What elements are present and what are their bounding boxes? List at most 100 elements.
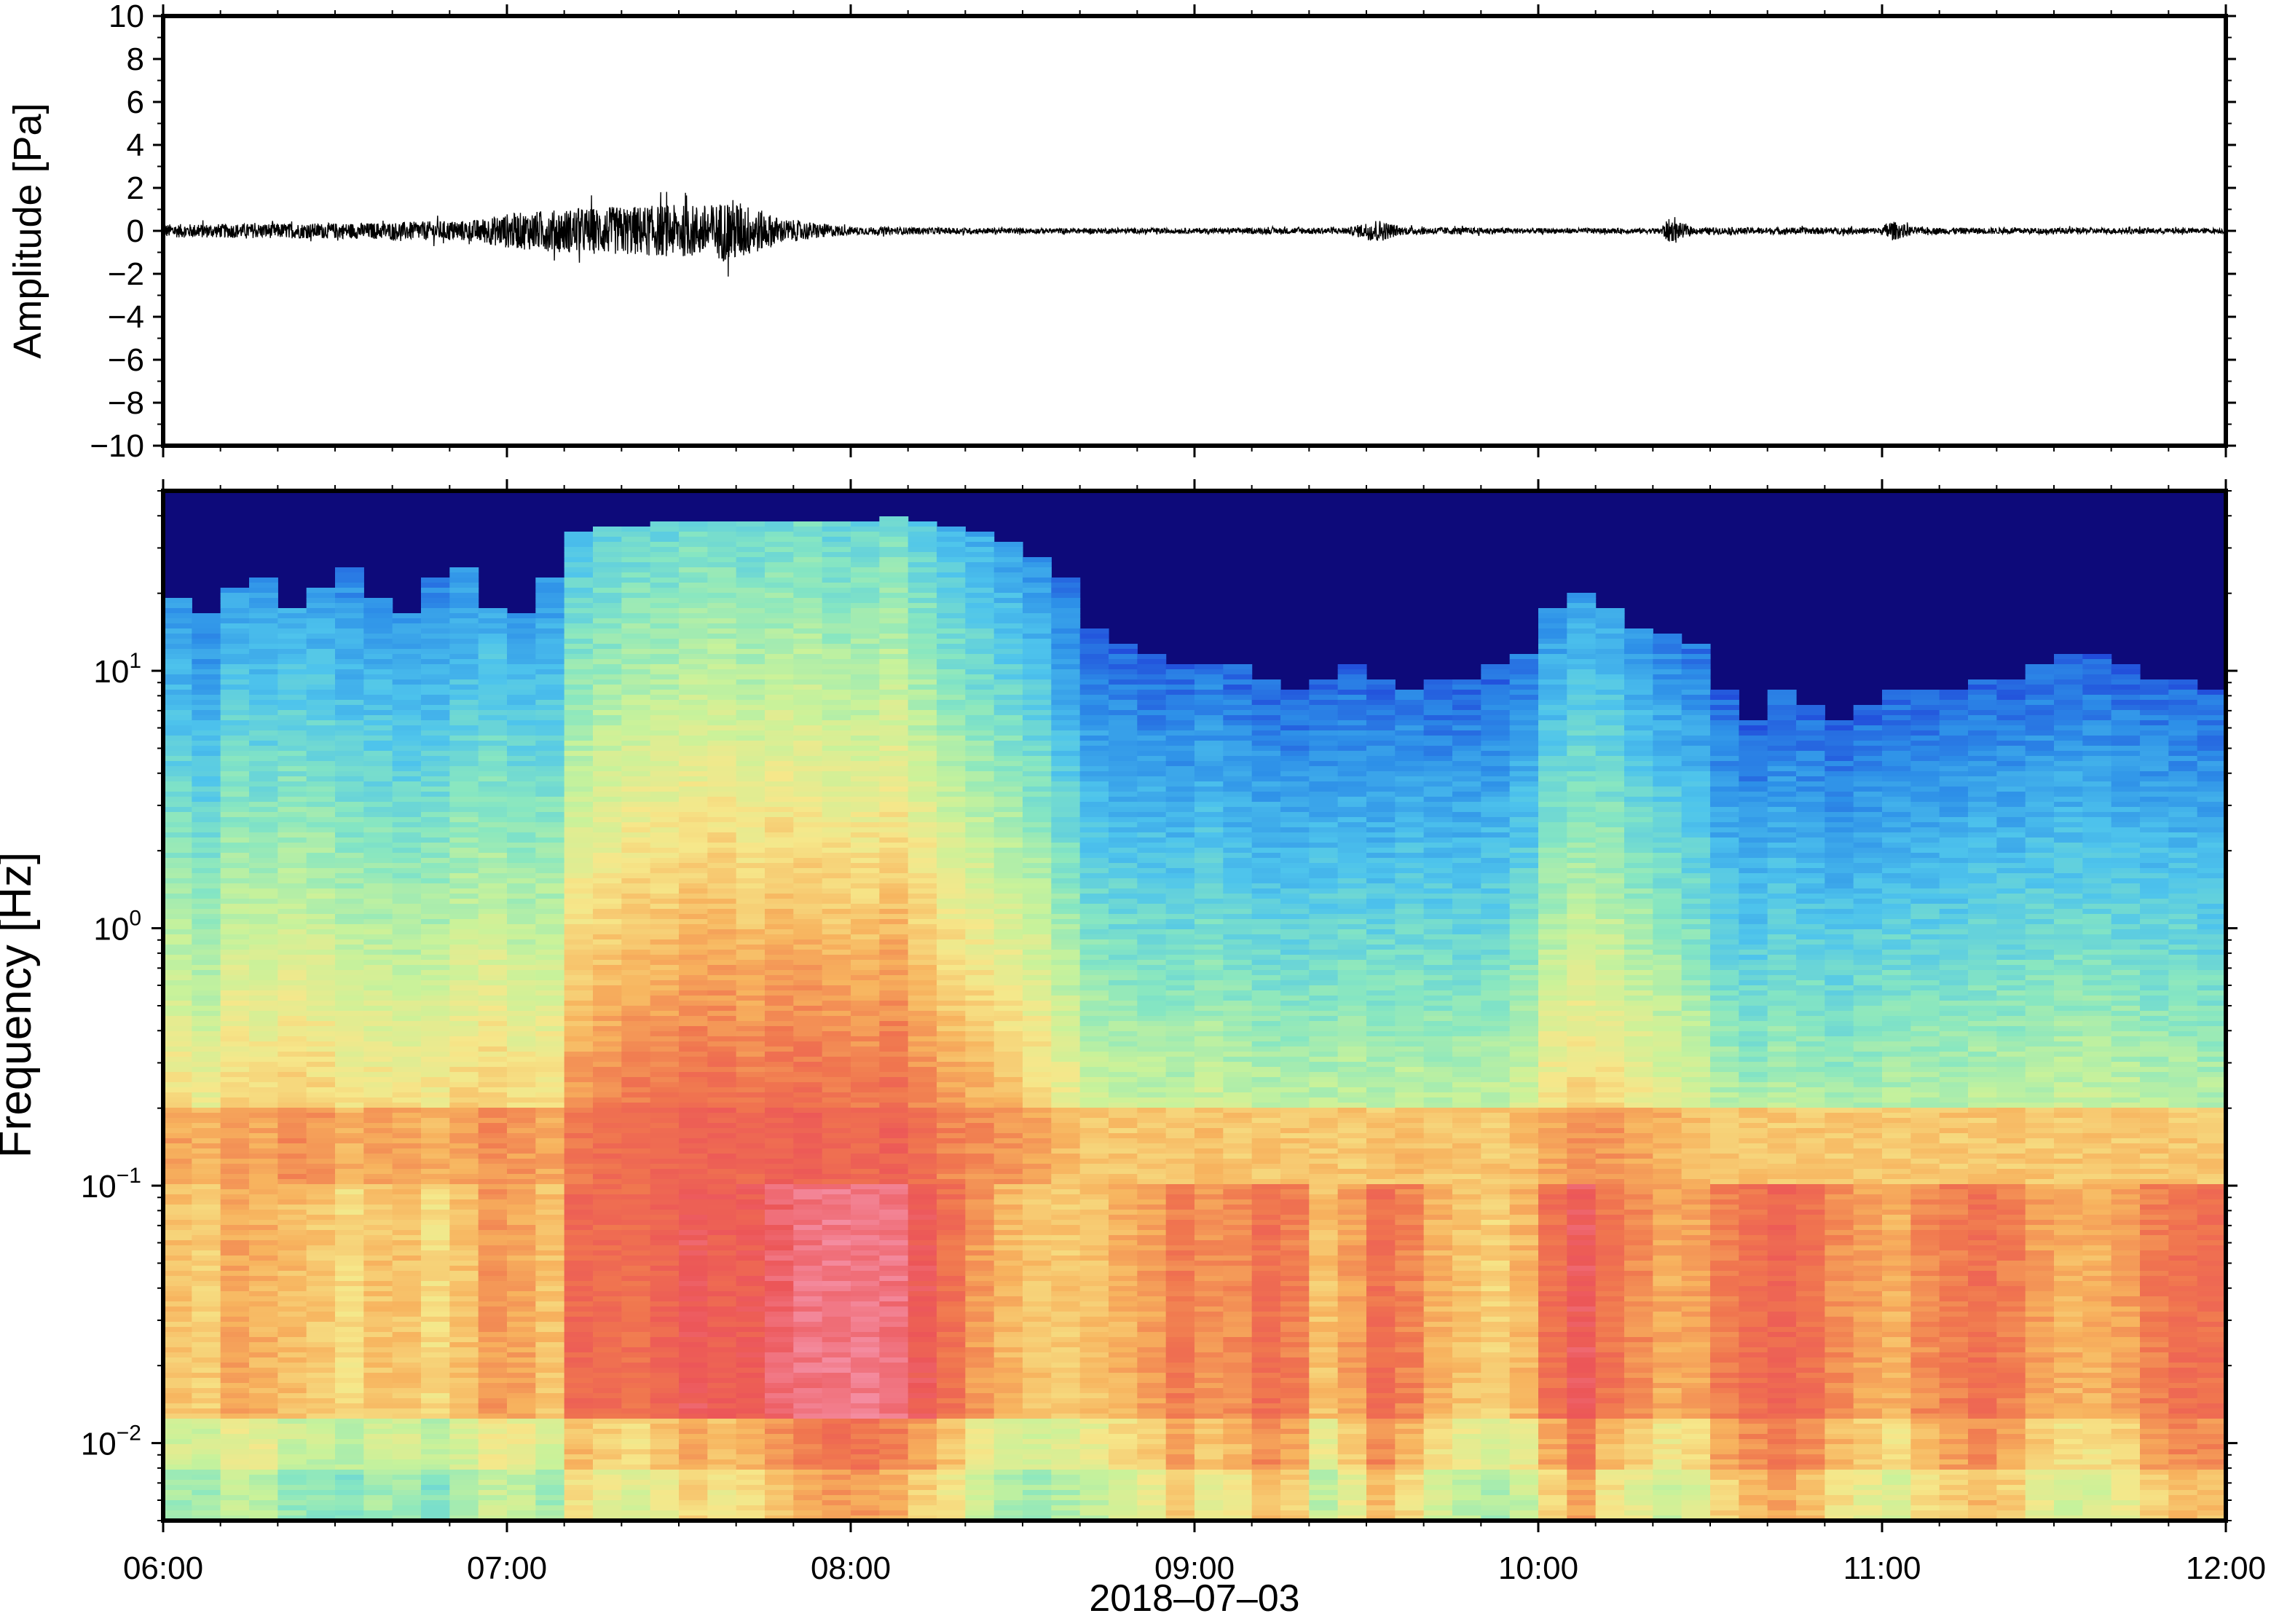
spectrogram-cell	[163, 1052, 192, 1057]
spectrogram-cell	[335, 1031, 364, 1037]
spectrogram-cell	[335, 904, 364, 910]
spectrogram-cell	[707, 1475, 737, 1481]
spectrogram-cell	[765, 1459, 794, 1465]
spectrogram-cell	[249, 1138, 278, 1144]
spectrogram-cell	[793, 1408, 823, 1414]
spectrogram-cell	[278, 990, 307, 996]
spectrogram-cell	[535, 674, 565, 680]
spectrogram-cell	[507, 1515, 536, 1521]
spectrogram-cell	[163, 1133, 192, 1139]
amplitude-tick-label: −8	[108, 385, 144, 421]
spectrogram-cell	[822, 1515, 851, 1521]
spectrogram-cell	[306, 817, 336, 823]
spectrogram-cell	[449, 1266, 479, 1272]
spectrogram-cell	[449, 700, 479, 706]
spectrogram-cell	[650, 797, 680, 803]
spectrogram-cell	[249, 1245, 278, 1251]
spectrogram-cell	[535, 695, 565, 701]
spectrogram-cell	[879, 1113, 909, 1119]
spectrogram-cell	[278, 1159, 307, 1164]
spectrogram-cell	[736, 1322, 765, 1328]
spectrogram-cell	[449, 848, 479, 854]
spectrogram-cell	[765, 1414, 794, 1419]
spectrogram-cell	[163, 776, 192, 782]
spectrogram-cell	[507, 797, 536, 803]
spectrogram-cell	[363, 1429, 393, 1435]
spectrogram-cell	[535, 608, 565, 614]
spectrogram-cell	[421, 588, 450, 594]
spectrogram-cell	[650, 1174, 680, 1180]
spectrogram-cell	[650, 832, 680, 838]
spectrogram-cell	[306, 715, 336, 721]
spectrogram-cell	[793, 1368, 823, 1373]
spectrogram-cell	[220, 1434, 250, 1440]
spectrogram-cell	[421, 756, 450, 762]
spectrogram-cell	[793, 1210, 823, 1215]
spectrogram-cell	[621, 1026, 651, 1032]
spectrogram-cell	[736, 1016, 765, 1022]
spectrogram-cell	[478, 1363, 508, 1368]
spectrogram-cell	[421, 939, 450, 945]
spectrogram-cell	[765, 1424, 794, 1430]
spectrogram-cell	[765, 669, 794, 675]
spectrogram-cell	[507, 1108, 536, 1113]
spectrogram-cell	[421, 1398, 450, 1404]
spectrogram-cell	[793, 1388, 823, 1394]
spectrogram-cell	[192, 939, 221, 945]
spectrogram-cell	[421, 593, 450, 599]
spectrogram-cell	[593, 572, 622, 578]
spectrogram-cell	[363, 934, 393, 940]
spectrogram-cell	[679, 1046, 708, 1052]
spectrogram-cell	[278, 1261, 307, 1266]
spectrogram-cell	[851, 1123, 880, 1129]
spectrogram-cell	[478, 1215, 508, 1221]
spectrogram-cell	[249, 1240, 278, 1246]
spectrogram-cell	[593, 608, 622, 614]
spectrogram-cell	[793, 832, 823, 838]
spectrogram-cell	[478, 685, 508, 690]
spectrogram-cell	[736, 812, 765, 818]
spectrogram-cell	[679, 970, 708, 976]
spectrogram-cell	[163, 1424, 192, 1430]
spectrogram-cell	[163, 1368, 192, 1373]
spectrogram-cell	[392, 710, 422, 716]
spectrogram-cell	[421, 1429, 450, 1435]
spectrogram-cell	[650, 1184, 680, 1190]
spectrogram-cell	[535, 1169, 565, 1175]
spectrogram-cell	[306, 649, 336, 655]
spectrogram-cell	[421, 1199, 450, 1205]
spectrogram-cell	[564, 1021, 594, 1027]
spectrogram-cell	[879, 1174, 909, 1180]
spectrogram-cell	[851, 1097, 880, 1103]
spectrogram-cell	[707, 1067, 737, 1073]
spectrogram-cell	[822, 990, 851, 996]
spectrogram-cell	[306, 1357, 336, 1363]
spectrogram-cell	[163, 1210, 192, 1215]
spectrogram-cell	[449, 1164, 479, 1170]
spectrogram-cell	[765, 1194, 794, 1200]
spectrogram-cell	[765, 1434, 794, 1440]
spectrogram-cell	[163, 1403, 192, 1409]
spectrogram-cell	[564, 1016, 594, 1022]
spectrogram-cell	[822, 945, 851, 950]
spectrogram-cell	[392, 1357, 422, 1363]
spectrogram-cell	[707, 1363, 737, 1368]
spectrogram-cell	[192, 679, 221, 685]
spectrogram-cell	[507, 894, 536, 899]
spectrogram-cell	[278, 1138, 307, 1144]
spectrogram-cell	[278, 1485, 307, 1491]
spectrogram-cell	[707, 1286, 737, 1292]
spectrogram-cell	[335, 873, 364, 879]
spectrogram-cell	[679, 741, 708, 746]
spectrogram-cell	[507, 1363, 536, 1368]
spectrogram-cell	[736, 1199, 765, 1205]
spectrogram-cell	[621, 1357, 651, 1363]
spectrogram-cell	[478, 1138, 508, 1144]
spectrogram-cell	[421, 1169, 450, 1175]
spectrogram-cell	[650, 807, 680, 813]
spectrogram-cell	[650, 1261, 680, 1266]
spectrogram-cell	[765, 664, 794, 670]
spectrogram-cell	[192, 1072, 221, 1078]
spectrogram-cell	[736, 837, 765, 843]
spectrogram-cell	[564, 985, 594, 991]
